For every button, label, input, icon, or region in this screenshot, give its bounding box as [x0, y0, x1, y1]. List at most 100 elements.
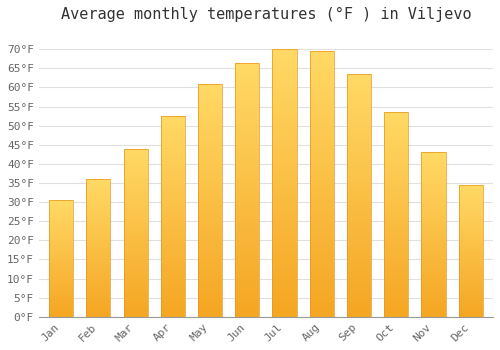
Bar: [124, 152, 148, 155]
Bar: [160, 124, 185, 128]
Bar: [124, 250, 148, 253]
Bar: [347, 166, 371, 171]
Bar: [160, 193, 185, 196]
Bar: [347, 195, 371, 200]
Bar: [422, 166, 446, 169]
Bar: [458, 235, 483, 238]
Bar: [310, 72, 334, 78]
Bar: [160, 152, 185, 156]
Bar: [384, 223, 408, 227]
Bar: [49, 247, 73, 249]
Bar: [310, 195, 334, 200]
Bar: [347, 103, 371, 108]
Bar: [422, 307, 446, 310]
Bar: [310, 285, 334, 290]
Bar: [198, 214, 222, 219]
Bar: [124, 219, 148, 223]
Bar: [86, 223, 110, 226]
Bar: [49, 214, 73, 217]
Bar: [272, 71, 296, 76]
Bar: [198, 233, 222, 238]
Bar: [272, 285, 296, 290]
Bar: [347, 152, 371, 156]
Bar: [160, 261, 185, 265]
Bar: [235, 281, 260, 286]
Bar: [347, 113, 371, 118]
Bar: [272, 253, 296, 258]
Bar: [124, 246, 148, 250]
Bar: [124, 283, 148, 287]
Bar: [458, 288, 483, 290]
Bar: [198, 177, 222, 182]
Bar: [235, 266, 260, 271]
Bar: [235, 246, 260, 251]
Bar: [272, 76, 296, 81]
Bar: [272, 135, 296, 140]
Bar: [86, 314, 110, 317]
Bar: [384, 116, 408, 120]
Bar: [49, 314, 73, 317]
Bar: [235, 134, 260, 139]
Bar: [347, 156, 371, 161]
Bar: [347, 283, 371, 288]
Bar: [384, 112, 408, 116]
Bar: [347, 273, 371, 278]
Bar: [458, 280, 483, 282]
Bar: [86, 190, 110, 193]
Bar: [235, 210, 260, 215]
Bar: [198, 172, 222, 177]
Bar: [198, 242, 222, 247]
Bar: [198, 261, 222, 266]
Bar: [458, 312, 483, 314]
Bar: [422, 162, 446, 166]
Bar: [347, 84, 371, 89]
Bar: [124, 273, 148, 276]
Bar: [272, 172, 296, 178]
Bar: [310, 274, 334, 280]
Bar: [160, 201, 185, 204]
Bar: [422, 267, 446, 271]
Bar: [347, 186, 371, 190]
Bar: [235, 144, 260, 149]
Bar: [347, 220, 371, 225]
Bar: [272, 178, 296, 183]
Bar: [272, 183, 296, 188]
Bar: [310, 163, 334, 168]
Bar: [347, 288, 371, 293]
Bar: [235, 119, 260, 124]
Bar: [49, 226, 73, 228]
Bar: [422, 258, 446, 261]
Bar: [49, 245, 73, 247]
Bar: [422, 290, 446, 294]
Bar: [272, 151, 296, 156]
Bar: [198, 144, 222, 149]
Bar: [86, 182, 110, 185]
Bar: [310, 226, 334, 232]
Bar: [86, 259, 110, 262]
Bar: [160, 229, 185, 232]
Bar: [124, 159, 148, 162]
Bar: [160, 188, 185, 193]
Bar: [86, 179, 110, 317]
Bar: [347, 127, 371, 132]
Bar: [347, 89, 371, 93]
Bar: [124, 270, 148, 273]
Bar: [198, 280, 222, 284]
Bar: [198, 275, 222, 280]
Bar: [422, 202, 446, 205]
Bar: [86, 281, 110, 284]
Bar: [235, 307, 260, 312]
Bar: [198, 303, 222, 308]
Bar: [384, 178, 408, 182]
Bar: [160, 281, 185, 285]
Bar: [458, 217, 483, 219]
Bar: [198, 102, 222, 107]
Bar: [198, 205, 222, 210]
Bar: [235, 164, 260, 169]
Bar: [124, 263, 148, 266]
Bar: [86, 220, 110, 223]
Bar: [272, 103, 296, 108]
Bar: [310, 147, 334, 152]
Bar: [384, 206, 408, 210]
Bar: [49, 224, 73, 226]
